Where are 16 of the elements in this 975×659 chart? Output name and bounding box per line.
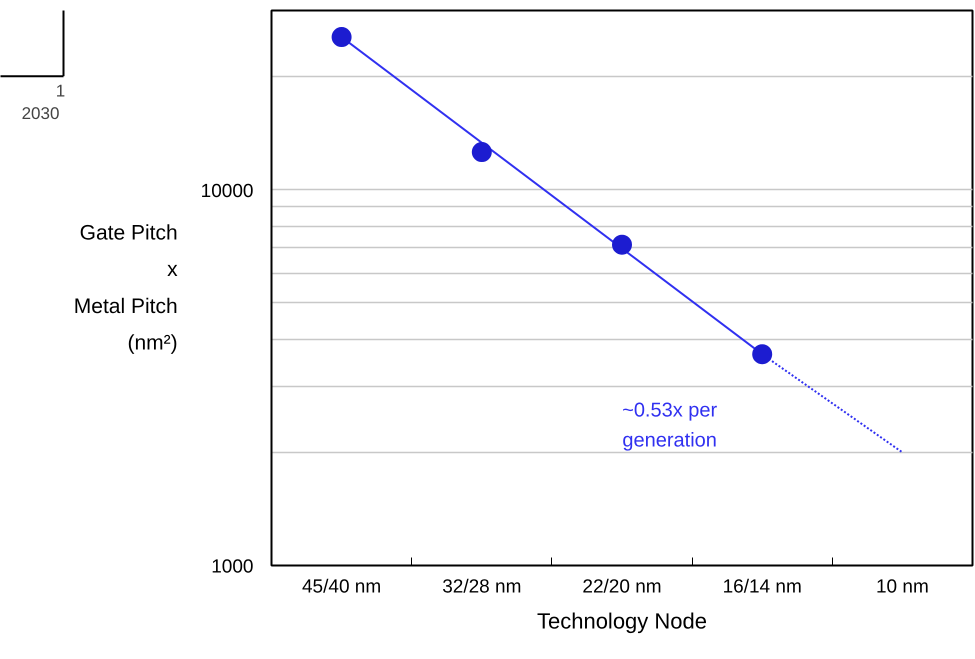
x-tick-label: 10 nm (876, 576, 929, 598)
annotation: ~0.53x per generation (622, 400, 718, 452)
x-axis-title: Technology Node (536, 608, 708, 634)
text: 1 (56, 82, 66, 101)
x-tick-label: 45/40 nm (302, 576, 382, 598)
x-tick-label: 32/28 nm (442, 576, 522, 598)
y-axis-title: Gate Pitch x Metal Pitch (nm²) (74, 221, 178, 355)
x-tick-label: 22/20 nm (582, 576, 662, 598)
text: 2030 (22, 104, 60, 124)
point (612, 234, 632, 255)
x-tick-label: 16/14 nm (722, 576, 802, 598)
point (332, 27, 352, 47)
y-tick-label: 10000 (200, 180, 254, 202)
point (752, 344, 772, 364)
point (472, 142, 492, 162)
y-tick-label: 1000 (211, 556, 254, 578)
